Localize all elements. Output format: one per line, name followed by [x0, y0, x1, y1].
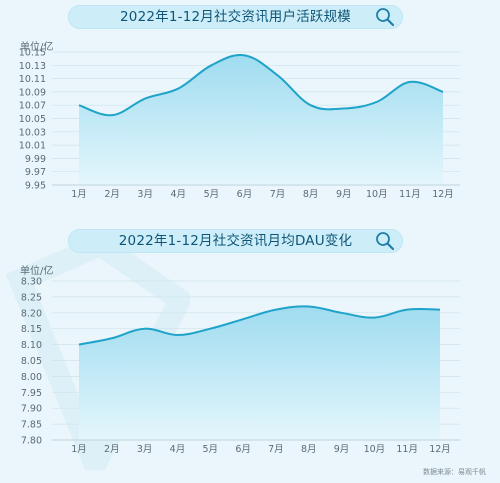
y-tick-label: 10.01 — [19, 141, 46, 152]
y-tick-label: 9.95 — [25, 181, 46, 192]
search-icon — [376, 8, 395, 27]
y-tick-label: 7.85 — [21, 420, 42, 431]
y-tick-label: 8.15 — [21, 324, 42, 335]
chart-title-pill-2: 2022年1-12月社交资讯月均DAU变化 — [68, 229, 403, 253]
series-area — [79, 54, 443, 185]
x-tick-label: 5月 — [202, 444, 218, 455]
y-tick-label: 8.05 — [21, 356, 42, 367]
series-area — [79, 306, 440, 440]
x-tick-label: 9月 — [336, 189, 352, 200]
chart-title-pill-1: 2022年1-12月社交资讯用户活跃规模 — [68, 5, 403, 29]
y-tick-label: 10.07 — [19, 101, 46, 112]
y-tick-label: 7.95 — [21, 388, 42, 399]
y-tick-label: 7.80 — [21, 436, 42, 447]
source-note: 数据来源：易观千帆 — [423, 468, 486, 476]
watermark-logo — [5, 240, 190, 470]
y-tick-label: 8.20 — [21, 308, 42, 319]
y-tick-label: 10.11 — [19, 74, 46, 85]
y-tick-label: 7.90 — [21, 404, 42, 415]
x-tick-label: 6月 — [237, 189, 253, 200]
x-tick-label: 4月 — [170, 189, 186, 200]
x-tick-label: 9月 — [334, 444, 350, 455]
x-tick-label: 8月 — [301, 444, 317, 455]
y-tick-label: 10.15 — [19, 48, 46, 59]
x-tick-label: 2月 — [104, 189, 120, 200]
y-tick-label: 8.30 — [21, 277, 42, 288]
y-tick-label: 10.13 — [19, 61, 46, 72]
y-tick-label: 8.10 — [21, 340, 42, 351]
y-tick-label: 9.97 — [25, 167, 46, 178]
x-tick-label: 4月 — [170, 444, 186, 455]
x-tick-label: 3月 — [137, 189, 153, 200]
series-line — [78, 305, 441, 346]
x-tick-label: 10月 — [366, 189, 388, 200]
y-tick-label: 10.05 — [19, 114, 46, 125]
area-chart-1: 10.15 10.13 10.11 10.09 10.07 10.05 10.03 10.01… — [19, 48, 460, 200]
x-tick-label: 11月 — [399, 189, 421, 200]
y-tick-label: 10.03 — [19, 127, 46, 138]
x-tick-label: 5月 — [204, 189, 220, 200]
x-tick-label: 8月 — [303, 189, 319, 200]
x-tick-label: 1月 — [71, 189, 87, 200]
x-tick-label: 1月 — [71, 444, 87, 455]
chart-title-1: 2022年1-12月社交资讯用户活跃规模 — [120, 9, 351, 25]
x-tick-label: 7月 — [268, 444, 284, 455]
chart-title-2: 2022年1-12月社交资讯月均DAU变化 — [118, 233, 353, 249]
y-tick-label: 8.00 — [21, 372, 42, 383]
y-tick-label: 8.25 — [21, 292, 42, 303]
x-tick-label: 2月 — [104, 444, 120, 455]
x-tick-label: 12月 — [429, 444, 451, 455]
x-tick-label: 12月 — [432, 189, 454, 200]
x-tick-label: 11月 — [396, 444, 418, 455]
y-tick-label: 9.99 — [25, 154, 46, 165]
y-tick-label: 10.09 — [19, 87, 46, 98]
x-tick-label: 3月 — [137, 444, 153, 455]
series-line — [78, 53, 444, 117]
x-tick-label: 6月 — [235, 444, 251, 455]
unit-label-2: 单位/亿 — [20, 266, 54, 277]
search-icon — [376, 232, 395, 251]
x-tick-label: 10月 — [364, 444, 386, 455]
unit-label-1: 单位/亿 — [20, 42, 54, 53]
x-tick-label: 7月 — [270, 189, 286, 200]
